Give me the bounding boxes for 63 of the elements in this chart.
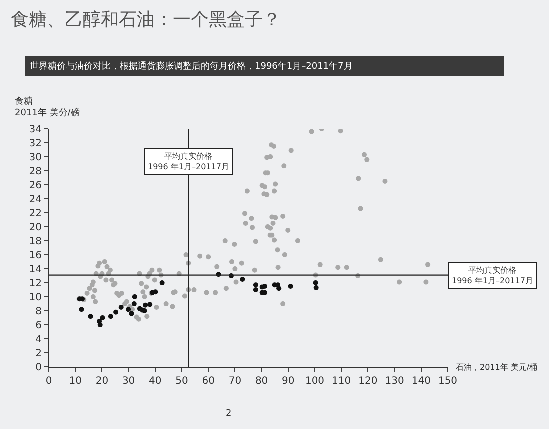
x-tick-label: 10 xyxy=(69,376,82,387)
point xyxy=(129,311,134,316)
point xyxy=(143,302,148,308)
x-axis-title: 石油，2011年 美元/桶 xyxy=(456,363,538,372)
y-tick-label: 24 xyxy=(29,194,42,206)
x-tick-label: 130 xyxy=(385,376,404,387)
point xyxy=(240,277,246,282)
point xyxy=(276,286,282,292)
y-tick-label: 2 xyxy=(36,348,42,360)
x-tick-label: 90 xyxy=(282,376,295,387)
point xyxy=(314,285,319,290)
point xyxy=(313,280,318,286)
ref-line-label: 平均真实价格 1996 年1月–20117月 xyxy=(148,152,230,172)
y-tick-label: 32 xyxy=(29,138,42,150)
point xyxy=(108,314,114,320)
point xyxy=(132,294,138,300)
x-tick-label: 20 xyxy=(96,376,109,387)
y-tick-label: 30 xyxy=(29,152,42,164)
x-tick-label: 0 xyxy=(46,376,52,387)
point xyxy=(153,290,158,295)
x-tick-label: 80 xyxy=(255,376,268,387)
y-tick-label: 18 xyxy=(29,236,42,248)
y-axis-title: 食糖 2011年 美分/磅 xyxy=(15,96,80,119)
y-tick-label: 26 xyxy=(29,180,42,192)
y-tick-label: 10 xyxy=(29,292,42,304)
text: 2 xyxy=(226,409,232,419)
x-tick-label: 40 xyxy=(149,376,162,387)
y-tick-label: 34 xyxy=(29,124,42,136)
point xyxy=(253,288,258,292)
x-tick-label: 70 xyxy=(228,376,242,387)
point xyxy=(98,322,103,328)
point xyxy=(88,314,94,320)
point xyxy=(132,302,137,306)
chart-title: 食糖、乙醇和石油：一个黑盒子？ xyxy=(10,9,281,30)
y-tick-label: 14 xyxy=(29,264,42,276)
x-tick-label: 30 xyxy=(122,376,136,387)
point xyxy=(253,282,258,288)
x-tick-label: 140 xyxy=(412,376,431,387)
point xyxy=(160,280,165,286)
ref-line-label: 平均真实价格 1996 年1月–20117月 xyxy=(452,266,534,286)
x-tick-label: 50 xyxy=(176,376,188,387)
point xyxy=(114,310,119,315)
y-tick-label: 16 xyxy=(29,250,42,262)
x-tick-label: 150 xyxy=(438,376,458,387)
y-tick-label: 20 xyxy=(29,222,42,234)
y-tick-label: 12 xyxy=(29,278,42,290)
point xyxy=(100,316,106,320)
y-tick-label: 0 xyxy=(36,362,42,374)
y-tick-label: 8 xyxy=(36,306,42,318)
point xyxy=(148,302,153,308)
x-tick-label: 120 xyxy=(358,376,378,387)
point xyxy=(118,305,124,310)
chart-subtitle: 世界糖价与油价对比，根据通货膨胀调整后的每月价格，1996年1月–2011年7月 xyxy=(30,61,353,72)
point xyxy=(288,284,294,289)
y-tick-label: 22 xyxy=(29,208,42,220)
x-tick-label: 60 xyxy=(202,376,215,387)
point xyxy=(79,307,84,312)
point xyxy=(126,307,132,312)
y-tick-label: 28 xyxy=(29,166,42,178)
x-tick-label: 110 xyxy=(332,376,352,387)
x-tick-label: 100 xyxy=(305,376,325,387)
y-tick-label: 6 xyxy=(36,320,42,332)
y-tick-label: 4 xyxy=(36,334,42,346)
